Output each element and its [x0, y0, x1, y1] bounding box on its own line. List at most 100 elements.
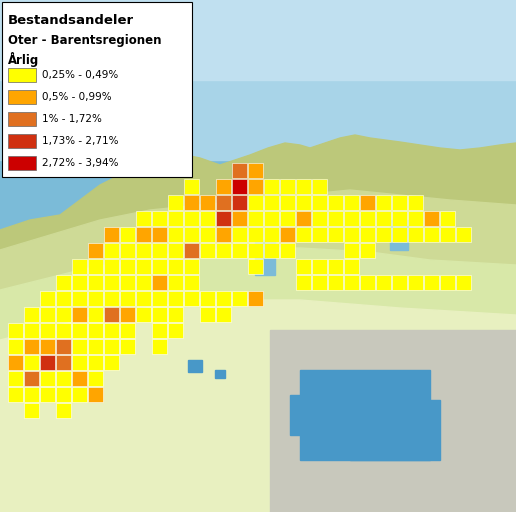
Bar [56, 338, 71, 353]
Bar [440, 226, 455, 242]
Bar [40, 387, 55, 401]
Bar [136, 259, 151, 273]
Bar [376, 195, 391, 209]
Bar [104, 243, 119, 258]
Text: 2,72% - 3,94%: 2,72% - 3,94% [42, 158, 119, 168]
Bar [56, 290, 71, 306]
Bar [232, 179, 247, 194]
Bar [344, 226, 359, 242]
Bar [104, 323, 119, 337]
Bar [264, 195, 279, 209]
Bar [136, 290, 151, 306]
Bar [24, 354, 39, 370]
Bar [152, 338, 167, 353]
Bar [136, 307, 151, 322]
Bar [184, 195, 199, 209]
Bar [248, 243, 263, 258]
Bar [104, 226, 119, 242]
Bar [120, 307, 135, 322]
Polygon shape [0, 248, 516, 512]
Bar [216, 179, 231, 194]
Bar [248, 259, 263, 273]
Bar [104, 354, 119, 370]
Bar [56, 354, 71, 370]
Bar [184, 290, 199, 306]
Bar [88, 243, 103, 258]
Bar [40, 323, 55, 337]
Bar [88, 307, 103, 322]
Bar [248, 179, 263, 194]
Bar [328, 210, 343, 225]
Bar [168, 195, 183, 209]
Bar [104, 307, 119, 322]
Bar [376, 226, 391, 242]
Bar [392, 210, 407, 225]
Bar [40, 290, 55, 306]
Polygon shape [270, 330, 516, 512]
Bar [392, 226, 407, 242]
Bar [168, 307, 183, 322]
Bar [8, 68, 36, 82]
Bar [40, 354, 55, 370]
Bar [280, 195, 295, 209]
Bar [350, 400, 440, 460]
Bar [168, 243, 183, 258]
Bar [152, 226, 167, 242]
Bar [56, 274, 71, 289]
Bar [408, 274, 423, 289]
Bar [344, 195, 359, 209]
Bar [56, 387, 71, 401]
Bar [24, 307, 39, 322]
Bar [312, 259, 327, 273]
Bar [104, 259, 119, 273]
Bar [8, 323, 23, 337]
Bar [216, 307, 231, 322]
Bar [72, 354, 87, 370]
Bar [328, 259, 343, 273]
Bar [184, 259, 199, 273]
Bar [312, 226, 327, 242]
Bar [88, 290, 103, 306]
Bar [152, 243, 167, 258]
Bar [188, 360, 202, 372]
Bar [312, 274, 327, 289]
Bar [2, 2, 192, 177]
Bar [72, 259, 87, 273]
Bar [280, 243, 295, 258]
Text: 0,5% - 0,99%: 0,5% - 0,99% [42, 92, 111, 102]
Bar [200, 307, 215, 322]
Bar [120, 259, 135, 273]
Bar [264, 226, 279, 242]
Bar [72, 323, 87, 337]
Text: 1% - 1,72%: 1% - 1,72% [42, 114, 102, 124]
Bar [56, 402, 71, 417]
Bar [424, 226, 439, 242]
Bar [8, 354, 23, 370]
Bar [296, 274, 311, 289]
Bar [8, 90, 36, 104]
Bar [232, 226, 247, 242]
Bar [120, 226, 135, 242]
Bar [344, 243, 359, 258]
Bar [168, 323, 183, 337]
Text: 0,25% - 0,49%: 0,25% - 0,49% [42, 70, 118, 80]
Bar [232, 162, 247, 178]
Bar [248, 195, 263, 209]
Text: Bestandsandeler: Bestandsandeler [8, 14, 134, 27]
Bar [104, 290, 119, 306]
Bar [168, 226, 183, 242]
Bar [40, 307, 55, 322]
Bar [216, 210, 231, 225]
Bar [390, 220, 408, 250]
Bar [72, 371, 87, 386]
Bar [360, 210, 375, 225]
Bar [136, 274, 151, 289]
Bar [232, 195, 247, 209]
Bar [264, 179, 279, 194]
Bar [360, 243, 375, 258]
Bar [8, 112, 36, 126]
Bar [168, 259, 183, 273]
Polygon shape [0, 135, 516, 512]
Bar [255, 240, 275, 275]
Bar [248, 290, 263, 306]
